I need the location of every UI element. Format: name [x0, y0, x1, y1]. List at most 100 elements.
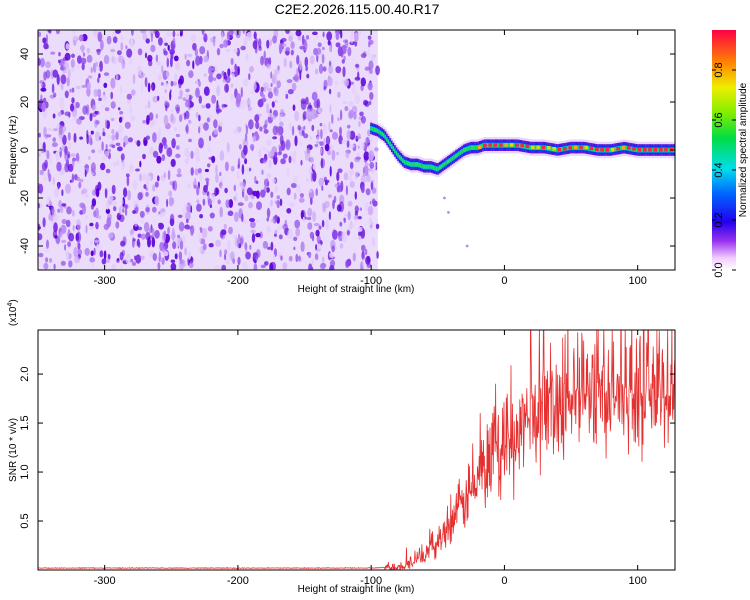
- noise-speckle: [111, 134, 116, 141]
- noise-speckle: [269, 262, 274, 270]
- noise-speckle: [170, 262, 177, 270]
- noise-speckle: [148, 59, 153, 67]
- noise-speckle: [261, 169, 264, 175]
- noise-speckle: [339, 221, 343, 227]
- noise-speckle: [224, 249, 228, 255]
- noise-speckle: [288, 35, 293, 42]
- noise-speckle: [204, 168, 209, 173]
- signal-peak: [536, 145, 540, 150]
- noise-speckle: [267, 112, 274, 118]
- signal-peak: [525, 144, 530, 149]
- signal-peak: [643, 148, 647, 152]
- noise-speckle: [186, 59, 191, 67]
- noise-speckle: [170, 56, 173, 68]
- snr-multiplier: (x104): [7, 299, 19, 326]
- noise-speckle: [359, 207, 362, 211]
- noise-speckle: [366, 255, 371, 263]
- noise-speckle: [110, 101, 116, 109]
- noise-speckle: [270, 219, 275, 223]
- noise-speckle: [359, 111, 364, 117]
- noise-speckle: [163, 50, 168, 56]
- noise-speckle: [160, 208, 166, 213]
- noise-speckle: [208, 200, 212, 205]
- noise-speckle: [290, 41, 295, 50]
- noise-speckle: [354, 205, 359, 214]
- noise-speckle: [310, 233, 314, 240]
- signal-cell: [419, 164, 423, 167]
- noise-speckle: [274, 151, 278, 158]
- noise-speckle: [311, 91, 318, 101]
- noise-speckle: [344, 78, 349, 87]
- noise-speckle: [38, 233, 43, 241]
- noise-speckle: [329, 143, 333, 153]
- noise-speckle: [241, 213, 244, 222]
- noise-speckle: [245, 124, 248, 135]
- noise-speckle: [283, 57, 287, 68]
- noise-speckle: [370, 54, 375, 62]
- noise-speckle: [92, 30, 99, 37]
- noise-speckle: [286, 187, 291, 196]
- noise-speckle: [312, 163, 316, 170]
- noise-speckle: [354, 93, 361, 105]
- noise-speckle: [289, 201, 295, 208]
- noise-speckle: [64, 90, 69, 99]
- noise-speckle: [106, 198, 109, 210]
- noise-speckle: [202, 198, 206, 206]
- noise-speckle: [252, 40, 258, 50]
- x-tick-label: 0: [501, 275, 507, 287]
- noise-speckle: [224, 161, 229, 172]
- noise-speckle: [53, 263, 56, 270]
- noise-speckle: [199, 246, 203, 253]
- noise-speckle: [339, 109, 343, 121]
- noise-speckle: [147, 82, 151, 93]
- noise-speckle: [321, 53, 325, 64]
- noise-speckle: [321, 185, 324, 191]
- noise-speckle: [148, 112, 154, 121]
- noise-speckle: [116, 129, 121, 133]
- noise-speckle: [192, 60, 195, 70]
- snr-x-label: Height of straight line (km): [298, 584, 415, 595]
- noise-speckle: [112, 36, 118, 44]
- noise-speckle: [188, 70, 194, 79]
- noise-speckle: [107, 213, 112, 221]
- noise-speckle: [82, 105, 88, 115]
- signal-peak: [488, 143, 492, 147]
- noise-speckle: [151, 237, 156, 248]
- noise-speckle: [162, 37, 166, 44]
- noise-speckle: [251, 233, 256, 243]
- noise-speckle: [105, 258, 110, 264]
- noise-speckle: [199, 46, 206, 55]
- noise-speckle: [225, 199, 230, 208]
- noise-speckle: [256, 201, 262, 211]
- noise-speckle: [167, 226, 171, 235]
- noise-speckle: [282, 43, 287, 48]
- noise-speckle: [45, 61, 51, 69]
- noise-speckle: [262, 94, 266, 99]
- noise-speckle: [152, 150, 159, 158]
- signal-peak: [509, 143, 514, 147]
- noise-speckle: [75, 101, 80, 109]
- noise-speckle: [128, 137, 133, 143]
- noise-speckle: [215, 173, 219, 183]
- noise-speckle: [99, 250, 104, 258]
- noise-speckle: [355, 171, 358, 179]
- noise-speckle: [172, 241, 177, 250]
- noise-speckle: [40, 57, 45, 68]
- noise-speckle: [170, 158, 176, 168]
- noise-speckle: [203, 243, 207, 251]
- noise-speckle: [111, 199, 118, 207]
- noise-speckle: [291, 82, 297, 92]
- noise-speckle: [349, 168, 354, 177]
- noise-speckle: [163, 230, 167, 241]
- noise-speckle: [277, 251, 282, 259]
- noise-speckle: [266, 63, 271, 69]
- noise-speckle: [300, 159, 303, 166]
- signal-cell: [426, 165, 429, 169]
- noise-speckle: [337, 185, 343, 193]
- noise-speckle: [56, 161, 62, 172]
- noise-speckle: [77, 248, 83, 256]
- noise-speckle: [154, 195, 160, 206]
- noise-speckle: [249, 90, 256, 95]
- noise-speckle: [347, 46, 352, 57]
